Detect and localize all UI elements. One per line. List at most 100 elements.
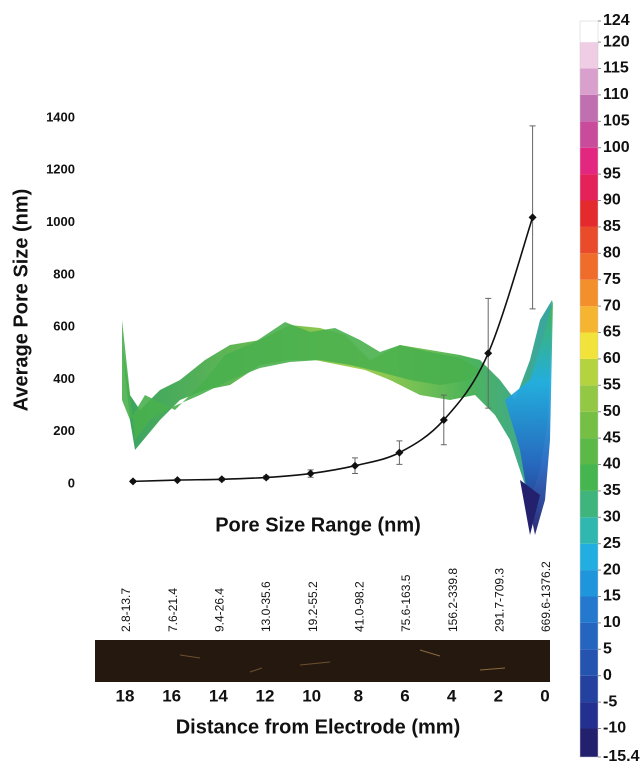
y-tick-label: 1400 xyxy=(46,109,75,124)
colorbar-tick-label: 115 xyxy=(603,60,629,77)
y-tick-label: 1200 xyxy=(46,162,75,177)
colorbar-tick-label: 45 xyxy=(603,429,621,446)
colorbar-band xyxy=(580,702,598,729)
colorbar-tick-label: 105 xyxy=(603,113,630,130)
data-point xyxy=(217,475,226,484)
distance-tick-label: 16 xyxy=(162,686,181,705)
colorbar-tick-label: -10 xyxy=(603,720,626,737)
colorbar-frame xyxy=(579,20,599,758)
category-label: 9.4-26.4 xyxy=(213,588,227,632)
distance-tick-label: 18 xyxy=(116,686,135,705)
data-line xyxy=(132,217,534,483)
data-point xyxy=(528,213,537,222)
y-tick-label: 200 xyxy=(53,423,75,438)
data-point xyxy=(395,448,404,457)
colorbar-band xyxy=(580,728,598,757)
colorbar-tick-label: 0 xyxy=(603,667,612,684)
colorbar-band xyxy=(580,226,598,254)
y-tick-label: 0 xyxy=(68,475,75,490)
colorbar-tick-label: 124 xyxy=(603,12,630,29)
category-label: 291.7-709.3 xyxy=(493,568,507,632)
distance-tick-label: 2 xyxy=(494,686,503,705)
colorbar-tick-label: 70 xyxy=(603,297,621,314)
colorbar-tick-label: 15 xyxy=(603,588,621,605)
colorbar-band xyxy=(580,68,598,95)
distance-tick-label: 12 xyxy=(256,686,275,705)
colorbar-tick-label: 25 xyxy=(603,535,621,552)
colorbar-band xyxy=(580,121,598,148)
distance-tick-label: 0 xyxy=(540,686,549,705)
data-point xyxy=(306,469,315,478)
colorbar-band xyxy=(580,596,598,623)
colorbar-tick-label: 120 xyxy=(603,33,630,50)
colorbar-tick-label: 90 xyxy=(603,192,621,209)
colorbar-tick-label: 60 xyxy=(603,350,621,367)
colorbar-tick-label: -15.4 xyxy=(603,748,640,765)
colorbar-band xyxy=(580,200,598,227)
colorbar-band xyxy=(580,649,598,676)
colorbar-band xyxy=(580,279,598,307)
category-label: 156.2-339.8 xyxy=(446,568,460,632)
category-label: 13.0-35.6 xyxy=(259,581,273,632)
colorbar-tick-label: 65 xyxy=(603,324,621,341)
colorbar-band xyxy=(580,438,598,465)
colorbar-tick-label: 95 xyxy=(603,165,621,182)
colorbar-band xyxy=(580,622,598,650)
y-tick-label: 600 xyxy=(53,319,75,334)
distance-tick-label: 6 xyxy=(400,686,409,705)
x-axis-title: Pore Size Range (nm) xyxy=(215,514,421,536)
distance-tick-label: 14 xyxy=(209,686,228,705)
y-tick-label: 1000 xyxy=(46,214,75,229)
colorbar-band xyxy=(580,94,598,122)
colorbar-band xyxy=(580,21,598,43)
colorbar-tick-label: 30 xyxy=(603,509,621,526)
colorbar-tick-label: 75 xyxy=(603,271,621,288)
data-point xyxy=(439,415,448,424)
surface-plot xyxy=(122,300,553,535)
colorbar-band xyxy=(580,411,598,439)
colorbar-band xyxy=(580,464,598,491)
y-tick-label: 800 xyxy=(53,266,75,281)
colorbar-tick-label: 80 xyxy=(603,245,621,262)
category-label: 41.0-98.2 xyxy=(353,581,367,632)
distance-tick-label: 4 xyxy=(447,686,457,705)
category-label: 2.8-13.7 xyxy=(119,588,133,632)
data-point xyxy=(484,349,493,358)
colorbar-band xyxy=(580,385,598,412)
colorbar-tick-label: 100 xyxy=(603,139,630,156)
colorbar-tick-label: 110 xyxy=(603,86,629,103)
colorbar-band xyxy=(580,147,598,175)
micrograph-strip xyxy=(95,640,550,682)
colorbar-tick-label: 50 xyxy=(603,403,621,420)
y-tick-label: 400 xyxy=(53,371,75,386)
distance-tick-label: 10 xyxy=(302,686,321,705)
colorbar-band xyxy=(580,543,598,571)
colorbar-band xyxy=(580,42,598,69)
colorbar-band xyxy=(580,490,598,518)
distance-tick-label: 8 xyxy=(354,686,363,705)
colorbar-band xyxy=(580,253,598,280)
colorbar-tick-label: 5 xyxy=(603,641,612,658)
colorbar-band xyxy=(580,517,598,544)
distance-axis-title: Distance from Electrode (mm) xyxy=(176,716,461,738)
colorbar-band xyxy=(580,675,598,703)
category-label: 19.2-55.2 xyxy=(306,581,320,632)
colorbar-band xyxy=(580,358,598,386)
data-point xyxy=(262,473,271,482)
colorbar-tick-label: 10 xyxy=(603,614,621,631)
colorbar-tick-label: 20 xyxy=(603,561,621,578)
colorbar-band xyxy=(580,570,598,597)
colorbar-tick-label: 55 xyxy=(603,377,621,394)
colorbar-tick-label: 40 xyxy=(603,456,621,473)
colorbar-band xyxy=(580,174,598,201)
colorbar-tick-label: -5 xyxy=(603,693,617,710)
category-label: 75.6-163.5 xyxy=(399,574,413,632)
data-point xyxy=(351,461,359,470)
colorbar-band xyxy=(580,306,598,333)
y-axis-title: Average Pore Size (nm) xyxy=(10,189,32,412)
colorbar-tick-label: 35 xyxy=(603,482,621,499)
data-point xyxy=(129,477,137,486)
colorbar-tick-label: 85 xyxy=(603,218,621,235)
category-label: 669.6-1376.2 xyxy=(539,561,553,632)
